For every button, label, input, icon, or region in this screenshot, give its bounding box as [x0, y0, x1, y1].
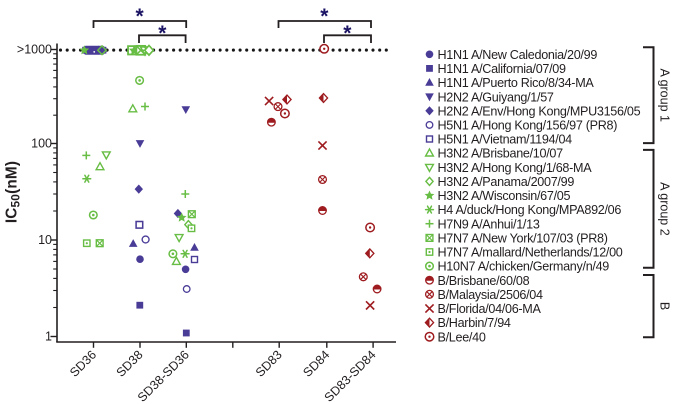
svg-text:H3N2 A/Panama/2007/99: H3N2 A/Panama/2007/99: [438, 175, 575, 189]
svg-text:*: *: [136, 5, 145, 28]
svg-text:H2N2 A/Guiyang/1/57: H2N2 A/Guiyang/1/57: [438, 90, 554, 104]
svg-text:B/Harbin/7/94: B/Harbin/7/94: [438, 316, 511, 330]
svg-text:*: *: [343, 22, 352, 45]
svg-text:H3N2 A/Brisbane/10/07: H3N2 A/Brisbane/10/07: [438, 147, 564, 161]
svg-text:*: *: [320, 5, 329, 28]
svg-text:H1N1 A/Puerto Rico/8/34-MA: H1N1 A/Puerto Rico/8/34-MA: [438, 76, 595, 90]
svg-text:IC50(nM): IC50(nM): [4, 161, 23, 223]
svg-text:H4 A/duck/Hong Kong/MPA892/06: H4 A/duck/Hong Kong/MPA892/06: [438, 203, 622, 217]
svg-text:H7N7 A/New York/107/03 (PR8): H7N7 A/New York/107/03 (PR8): [438, 232, 608, 246]
svg-text:B/Lee/40: B/Lee/40: [438, 330, 486, 344]
svg-text:1: 1: [45, 330, 52, 344]
svg-text:*: *: [158, 22, 167, 45]
svg-text:H7N7 A/mallard/Netherlands/12/: H7N7 A/mallard/Netherlands/12/00: [438, 246, 623, 260]
svg-text:>1000: >1000: [17, 43, 52, 57]
svg-text:A group 2: A group 2: [658, 182, 672, 236]
svg-text:100: 100: [31, 137, 52, 151]
svg-text:10: 10: [38, 233, 52, 247]
svg-text:H10N7 A/chicken/Germany/n/49: H10N7 A/chicken/Germany/n/49: [438, 260, 610, 274]
svg-text:H2N2 A/Env/Hong Kong/MPU3156/0: H2N2 A/Env/Hong Kong/MPU3156/05: [438, 104, 641, 118]
svg-text:B/Florida/04/06-MA: B/Florida/04/06-MA: [438, 302, 542, 316]
svg-text:H3N2 A/Hong Kong/1/68-MA: H3N2 A/Hong Kong/1/68-MA: [438, 161, 593, 175]
svg-text:H7N9 A/Anhui/1/13: H7N9 A/Anhui/1/13: [438, 217, 540, 231]
svg-text:H5N1 A/Hong Kong/156/97 (PR8): H5N1 A/Hong Kong/156/97 (PR8): [438, 119, 618, 133]
svg-text:B: B: [658, 302, 672, 310]
svg-text:B/Brisbane/60/08: B/Brisbane/60/08: [438, 274, 530, 288]
svg-text:H1N1 A/California/07/09: H1N1 A/California/07/09: [438, 62, 567, 76]
svg-text:H3N2 A/Wisconsin/67/05: H3N2 A/Wisconsin/67/05: [438, 189, 571, 203]
svg-text:A group 1: A group 1: [658, 68, 672, 122]
svg-text:H5N1 A/Vietnam/1194/04: H5N1 A/Vietnam/1194/04: [438, 133, 573, 147]
svg-text:H1N1 A/New Caledonia/20/99: H1N1 A/New Caledonia/20/99: [438, 48, 598, 62]
svg-text:B/Malaysia/2506/04: B/Malaysia/2506/04: [438, 288, 544, 302]
